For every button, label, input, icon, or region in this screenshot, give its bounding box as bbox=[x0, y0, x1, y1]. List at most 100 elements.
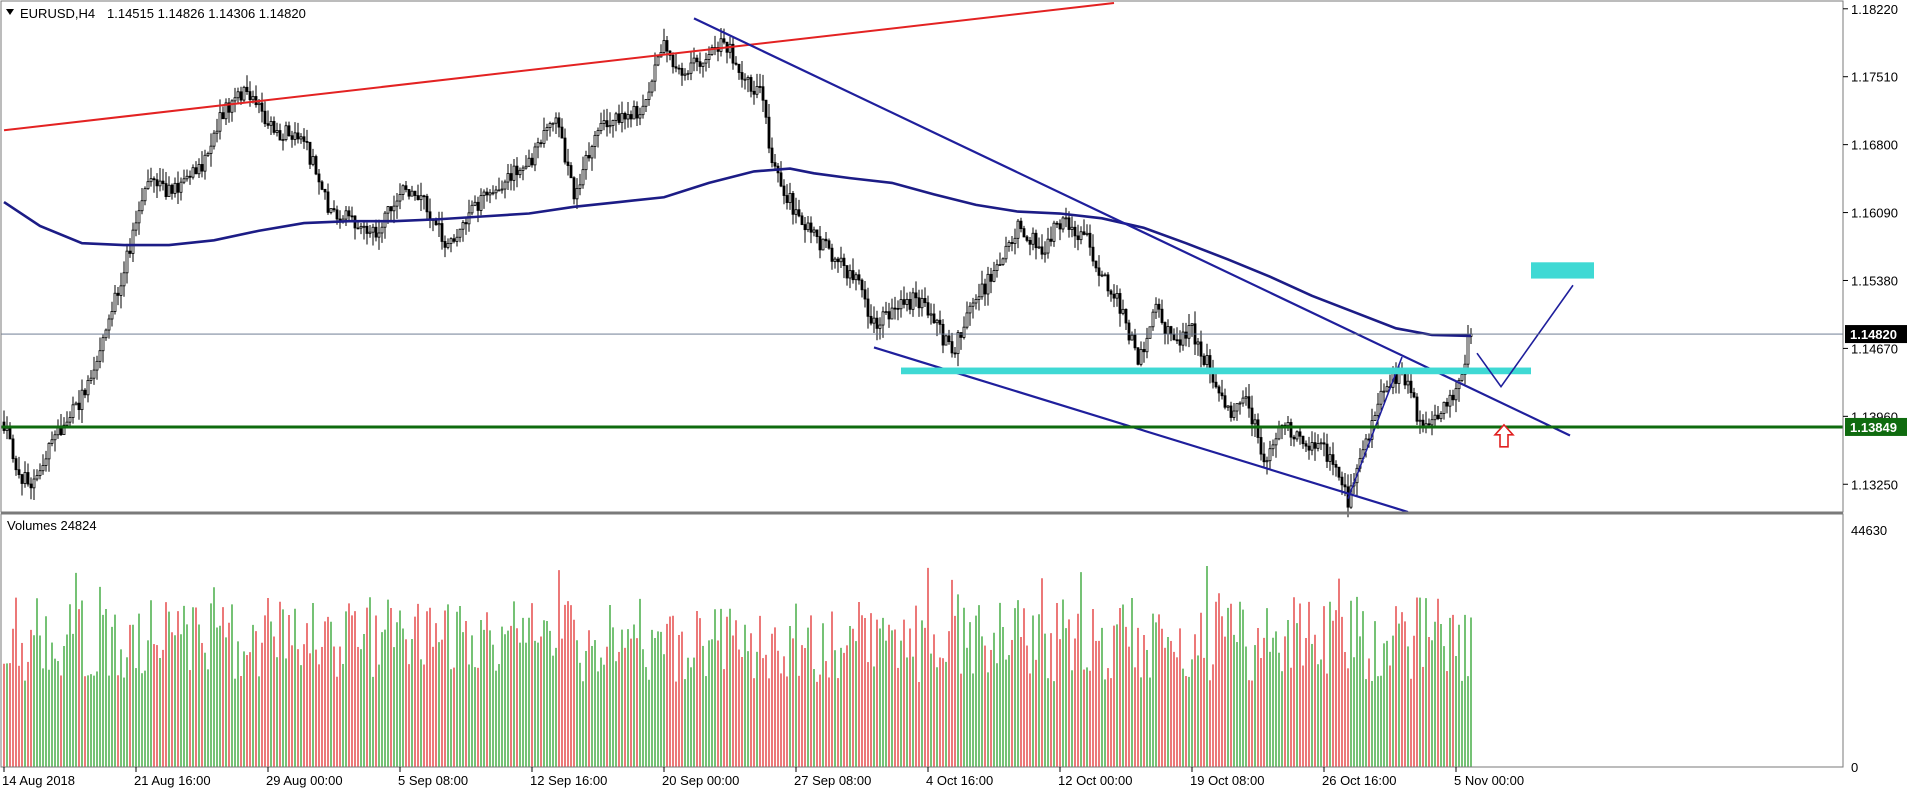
candle-body bbox=[320, 181, 324, 190]
candle-body bbox=[986, 273, 990, 295]
candle-body bbox=[1433, 414, 1437, 421]
candle-body bbox=[1121, 308, 1125, 314]
candle-body bbox=[1043, 252, 1047, 255]
candle-body bbox=[1064, 217, 1068, 220]
candle-body bbox=[809, 222, 813, 233]
candle-body bbox=[953, 352, 957, 355]
candle-body bbox=[590, 146, 594, 159]
candle-body bbox=[1235, 403, 1239, 412]
candle-body bbox=[233, 97, 237, 102]
candle-body bbox=[833, 258, 837, 262]
candle-body bbox=[395, 200, 399, 207]
candle-body bbox=[575, 187, 579, 200]
volume-bars-layer bbox=[3, 565, 1472, 767]
candle-body bbox=[1292, 436, 1296, 440]
candle-body bbox=[128, 250, 132, 254]
candle-body bbox=[1136, 347, 1140, 365]
time-tick-label: 19 Oct 08:00 bbox=[1190, 773, 1264, 788]
candle-body bbox=[788, 193, 792, 203]
candle-body bbox=[920, 298, 924, 309]
candle-body bbox=[869, 315, 873, 324]
price-tick-label: 1.16800 bbox=[1851, 138, 1898, 153]
candle-body bbox=[455, 236, 459, 242]
candle-body bbox=[737, 63, 741, 73]
candle-body bbox=[1382, 390, 1386, 393]
candle-body bbox=[1376, 403, 1380, 416]
candle-body bbox=[1238, 402, 1242, 405]
time-tick-label: 12 Oct 00:00 bbox=[1058, 773, 1132, 788]
candle-body bbox=[674, 66, 678, 69]
candle-body bbox=[641, 105, 645, 116]
candle-body bbox=[1130, 334, 1134, 341]
candle-body bbox=[671, 54, 675, 68]
candle-body bbox=[1196, 341, 1200, 345]
candle-body bbox=[1088, 232, 1092, 248]
dropdown-triangle-icon[interactable] bbox=[6, 9, 14, 15]
candle-body bbox=[563, 137, 567, 163]
candle-body bbox=[1430, 419, 1434, 426]
candle-body bbox=[770, 147, 774, 164]
candle-body bbox=[440, 223, 444, 242]
candle-body bbox=[1112, 293, 1116, 299]
candle-body bbox=[404, 185, 408, 190]
price-tick-label: 1.16090 bbox=[1851, 206, 1898, 221]
candle-body bbox=[32, 478, 36, 489]
candle-body bbox=[65, 421, 69, 426]
candle-body bbox=[158, 180, 162, 187]
candle-body bbox=[1415, 396, 1419, 422]
candle-body bbox=[1154, 303, 1158, 313]
candle-body bbox=[1157, 303, 1161, 310]
candle-body bbox=[968, 305, 972, 314]
candle-body bbox=[917, 297, 921, 309]
candle-body bbox=[1220, 392, 1224, 397]
candle-body bbox=[818, 236, 822, 251]
candle-body bbox=[1337, 466, 1341, 478]
candle-body bbox=[269, 121, 273, 126]
candle-body bbox=[860, 279, 864, 291]
candle-body bbox=[845, 265, 849, 279]
candle-body bbox=[290, 135, 294, 140]
price-tick-label: 1.13250 bbox=[1851, 477, 1898, 492]
channel-upper-line bbox=[693, 17, 1571, 437]
candle-body bbox=[1412, 392, 1416, 398]
candle-body bbox=[626, 114, 630, 120]
candle-body bbox=[962, 326, 966, 338]
candle-body bbox=[1175, 339, 1179, 342]
candle-body bbox=[398, 194, 402, 202]
candle-body bbox=[650, 80, 654, 93]
candle-body bbox=[1190, 323, 1194, 326]
candle-body bbox=[665, 40, 669, 52]
candle-body bbox=[38, 470, 42, 477]
candle-body bbox=[1061, 217, 1065, 230]
candle-body bbox=[938, 319, 942, 325]
candle-body bbox=[476, 201, 480, 211]
candle-body bbox=[416, 195, 420, 201]
candle-body bbox=[1457, 379, 1461, 390]
candle-body bbox=[1163, 322, 1167, 335]
candle-body bbox=[647, 91, 651, 100]
candle-body bbox=[950, 341, 954, 354]
candle-body bbox=[323, 188, 327, 193]
candle-body bbox=[1265, 460, 1269, 463]
candle-body bbox=[1247, 396, 1251, 409]
candle-body bbox=[989, 273, 993, 282]
candle-body bbox=[182, 178, 186, 183]
candle-body bbox=[257, 102, 261, 106]
candle-body bbox=[779, 172, 783, 187]
candle-body bbox=[1454, 388, 1458, 401]
candle-body bbox=[1328, 454, 1332, 462]
candle-body bbox=[464, 222, 468, 225]
candle-body bbox=[1445, 401, 1449, 407]
candle-body bbox=[1124, 308, 1128, 324]
candle-body bbox=[17, 469, 21, 476]
candle-body bbox=[773, 162, 777, 167]
candle-body bbox=[521, 167, 525, 171]
candle-body bbox=[326, 191, 330, 213]
candle-body bbox=[542, 130, 546, 144]
candle-body bbox=[1448, 394, 1452, 407]
ohlc-values: 1.14515 1.14826 1.14306 1.14820 bbox=[107, 6, 306, 21]
candle-body bbox=[131, 229, 135, 254]
support-price-tag-bg bbox=[1845, 417, 1907, 436]
